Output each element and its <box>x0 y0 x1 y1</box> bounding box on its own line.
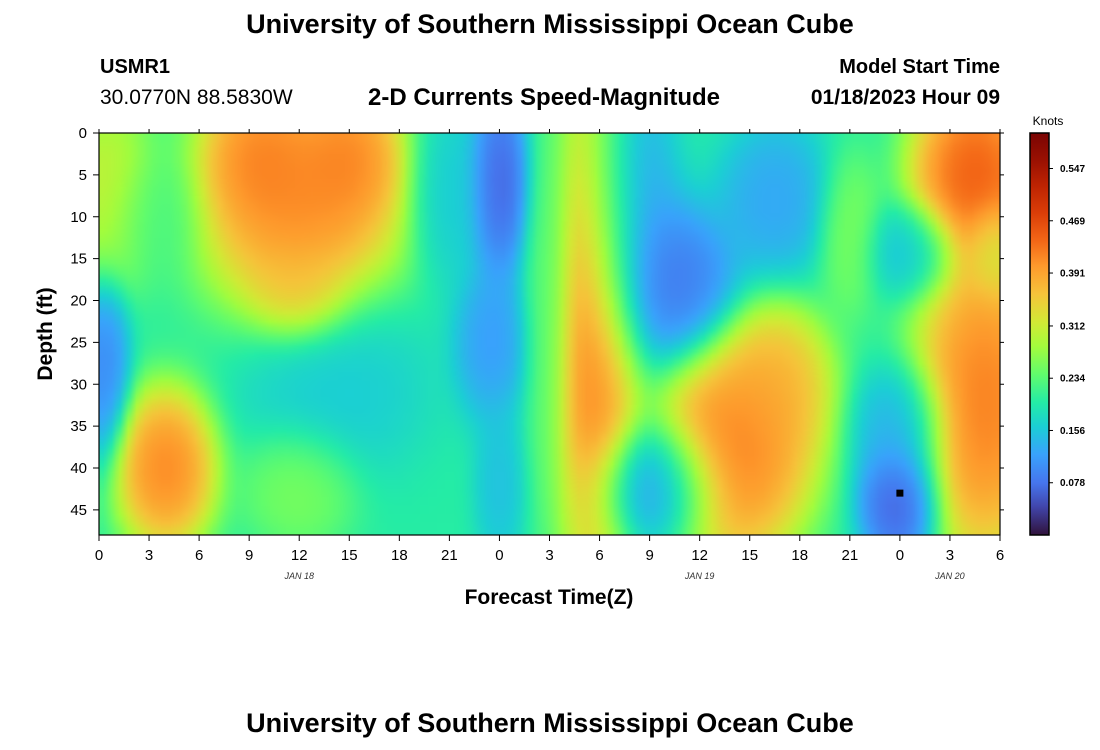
y-tick-label: 40 <box>70 460 87 477</box>
y-tick-label: 25 <box>70 334 87 351</box>
x-tick-label: 18 <box>791 547 808 564</box>
date-label: JAN 18 <box>283 571 314 581</box>
colorbar-bar <box>1029 132 1050 536</box>
colorbar-tick-label: 0.156 <box>1060 426 1085 437</box>
x-tick-label: 3 <box>145 547 153 564</box>
x-tick-label: 3 <box>946 547 954 564</box>
page-title: University of Southern Mississippi Ocean… <box>246 9 854 39</box>
colorbar-tick-label: 0.312 <box>1060 321 1085 332</box>
colorbar-label: Knots <box>1033 114 1064 128</box>
x-tick-label: 9 <box>645 547 653 564</box>
station-marker <box>896 489 904 497</box>
y-tick-label: 30 <box>70 376 87 393</box>
x-tick-label: 18 <box>391 547 408 564</box>
y-tick-label: 15 <box>70 251 87 268</box>
x-tick-label: 6 <box>195 547 203 564</box>
x-axis: 0 3 6 9 12 15 18 21 0 3 6 9 12 15 18 21 0 3 6 JAN 18 JAN 19 J… <box>95 129 1004 581</box>
x-tick-label: 0 <box>896 547 904 564</box>
page-title-repeat: University of Southern Mississippi Ocean… <box>246 708 854 738</box>
x-tick-label: 0 <box>95 547 103 564</box>
x-tick-label: 21 <box>841 547 858 564</box>
y-tick-label: 20 <box>70 293 87 310</box>
heatmap-field <box>99 133 1000 535</box>
y-tick-label: 5 <box>79 167 87 184</box>
station-id: USMR1 <box>100 56 171 78</box>
date-label: JAN 19 <box>684 571 715 581</box>
marker-layer <box>896 489 904 497</box>
colorbar-tick-label: 0.391 <box>1060 269 1085 280</box>
colorbar: Knots 0.547 0.469 0.391 0.312 0.234 0.156 0.07… <box>1029 114 1085 536</box>
model-start-label: Model Start Time <box>839 56 1000 78</box>
x-tick-label: 6 <box>595 547 603 564</box>
x-tick-label: 15 <box>741 547 758 564</box>
y-tick-label: 0 <box>79 125 87 142</box>
x-tick-label: 6 <box>996 547 1004 564</box>
station-coordinates: 30.0770N 88.5830W <box>100 86 293 109</box>
x-tick-label: 0 <box>495 547 503 564</box>
model-start-value: 01/18/2023 Hour 09 <box>810 86 1000 109</box>
colorbar-ticks: 0.547 0.469 0.391 0.312 0.234 0.156 0.078 <box>1049 164 1085 489</box>
chart-subtitle: 2-D Currents Speed-Magnitude <box>368 84 721 111</box>
y-tick-label: 45 <box>70 502 87 519</box>
y-tick-label: 10 <box>70 209 87 226</box>
date-label: JAN 20 <box>934 571 965 581</box>
colorbar-tick-label: 0.469 <box>1060 216 1085 227</box>
x-axis-label: Forecast Time(Z) <box>465 586 634 609</box>
colorbar-tick-label: 0.234 <box>1060 374 1085 385</box>
x-tick-label: 15 <box>341 547 358 564</box>
x-tick-label: 9 <box>245 547 253 564</box>
y-tick-label: 35 <box>70 418 87 435</box>
x-tick-label: 21 <box>441 547 458 564</box>
colorbar-tick-label: 0.547 <box>1060 164 1085 175</box>
x-tick-label: 12 <box>291 547 308 564</box>
x-tick-label: 3 <box>545 547 553 564</box>
y-axis-label: Depth (ft) <box>34 287 57 380</box>
y-axis: 0 5 10 15 20 25 30 35 40 45 <box>70 125 1004 519</box>
colorbar-tick-label: 0.078 <box>1060 478 1085 489</box>
x-tick-label: 12 <box>691 547 708 564</box>
heatmap-chart: 0 3 6 9 12 15 18 21 0 3 6 9 12 15 18 21 0 3 6 JAN 18 JAN 19 J… <box>34 114 1085 609</box>
